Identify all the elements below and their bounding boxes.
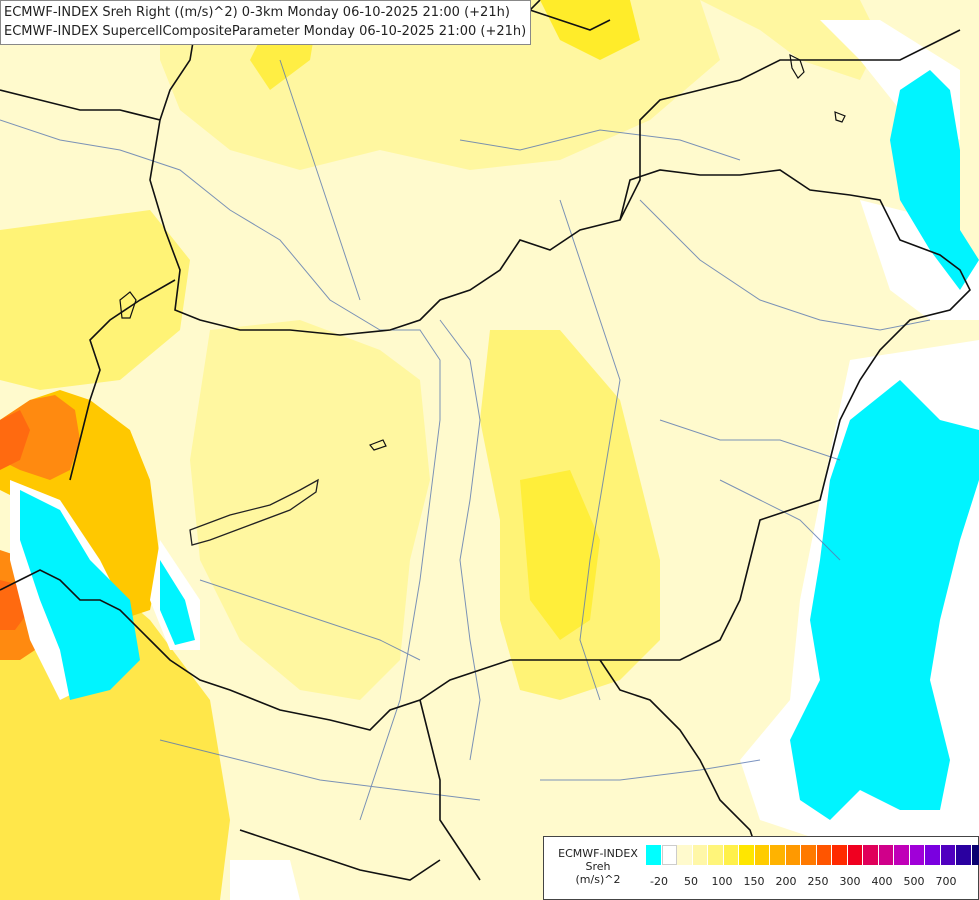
legend-title-line-1: ECMWF-INDEX xyxy=(558,847,638,860)
legend-swatch xyxy=(832,845,848,865)
sreh-field-150 xyxy=(520,470,600,640)
legend-tick-label: 100 xyxy=(711,875,733,888)
title-line-1: ECMWF-INDEX Sreh Right ((m/s)^2) 0-3km M… xyxy=(4,5,510,20)
legend-title-line-3: (m/s)^2 xyxy=(575,873,621,886)
legend-swatch xyxy=(894,845,910,865)
legend-color-bar xyxy=(646,845,979,865)
legend-tick-label: 700 xyxy=(935,875,957,888)
legend-swatch xyxy=(785,845,801,865)
legend-swatch xyxy=(816,845,832,865)
legend-swatch xyxy=(847,845,863,865)
color-legend: ECMWF-INDEX Sreh (m/s)^2 -20 50 100 150 200 2… xyxy=(543,836,979,900)
legend-tick-label: 150 xyxy=(743,875,765,888)
legend-ticks: -20 50 100 150 200 250 300 400 500 700 xyxy=(646,875,976,889)
legend-tick-label: 250 xyxy=(807,875,829,888)
sreh-field-250 xyxy=(0,410,30,470)
legend-title-line-2: Sreh xyxy=(585,860,611,873)
lake-balaton xyxy=(189,478,319,546)
legend-swatch xyxy=(801,845,817,865)
sreh-field-negative xyxy=(20,490,140,700)
title-line-2: ECMWF-INDEX SupercellCompositeParameter … xyxy=(4,24,527,39)
river-network xyxy=(0,59,931,821)
legend-tick-label: 200 xyxy=(775,875,797,888)
small-lake xyxy=(369,439,387,451)
legend-swatch xyxy=(863,845,879,865)
small-lake xyxy=(119,291,137,319)
legend-swatch xyxy=(677,845,693,865)
legend-tick-label: -20 xyxy=(650,875,668,888)
legend-swatch xyxy=(739,845,755,865)
sreh-field-negative xyxy=(890,70,979,290)
legend-swatch xyxy=(723,845,739,865)
legend-swatch xyxy=(971,845,979,865)
legend-swatch xyxy=(925,845,941,865)
sreh-field-50-100 xyxy=(190,320,430,700)
legend-swatch xyxy=(940,845,956,865)
legend-tick-label: 400 xyxy=(871,875,893,888)
sreh-field-negative xyxy=(160,560,195,645)
small-lake xyxy=(789,53,805,79)
legend-tick-label: 500 xyxy=(903,875,925,888)
sreh-field-0 xyxy=(230,860,300,900)
legend-swatch xyxy=(770,845,786,865)
legend-swatch xyxy=(909,845,925,865)
sreh-field-negative xyxy=(790,380,979,820)
legend-title: ECMWF-INDEX Sreh (m/s)^2 xyxy=(550,847,646,886)
legend-swatch xyxy=(956,845,972,865)
legend-swatch xyxy=(708,845,724,865)
legend-swatch xyxy=(878,845,894,865)
legend-tick-label: 300 xyxy=(839,875,861,888)
legend-swatch xyxy=(754,845,770,865)
legend-swatch xyxy=(661,845,677,865)
sreh-field-100-150 xyxy=(0,210,190,390)
legend-tick-label: 50 xyxy=(684,875,698,888)
map-title: ECMWF-INDEX Sreh Right ((m/s)^2) 0-3km M… xyxy=(0,0,532,45)
legend-swatch xyxy=(692,845,708,865)
small-lake xyxy=(834,111,846,123)
legend-swatch xyxy=(646,845,662,865)
